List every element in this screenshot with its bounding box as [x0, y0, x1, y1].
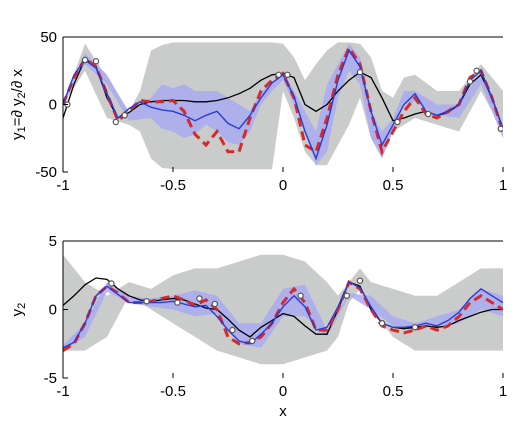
observation-point — [121, 112, 128, 119]
y-tick-label: -5 — [44, 370, 57, 387]
observation-point — [356, 68, 364, 76]
x-tick-label: 1 — [499, 383, 507, 400]
x-tick-label: -0.5 — [160, 383, 186, 400]
confidence-band-wide — [63, 42, 503, 170]
confidence-band-narrow — [63, 43, 503, 166]
y-tick-label: 0 — [49, 302, 57, 319]
observation-point — [196, 295, 203, 302]
observation-point — [343, 292, 350, 299]
x-tick-label: -1 — [56, 383, 69, 400]
observation-point — [248, 337, 256, 345]
panel-2: -5 0 5 -1 -0.5 0 0.5 1 y2 x — [9, 233, 507, 420]
y-tick-label: 50 — [40, 29, 57, 46]
panel-1: -50 0 50 -1 -0.5 0 0.5 1 y1=∂ y2/∂ x — [9, 29, 507, 194]
observation-point — [378, 320, 386, 327]
black-curve — [63, 277, 503, 338]
y-axis-label: y2 — [9, 303, 28, 317]
observation-point — [174, 299, 181, 306]
observation-point — [108, 280, 115, 287]
observation-point — [356, 277, 364, 284]
observation-point — [229, 326, 236, 334]
y-tick-label: -50 — [35, 164, 57, 181]
observation-point — [297, 292, 304, 299]
observation-point — [284, 71, 291, 79]
observation-point — [112, 118, 120, 126]
x-axis-label: x — [279, 403, 287, 420]
observation-point — [466, 78, 474, 85]
x-tick-label: 0.5 — [383, 177, 404, 194]
observation-point — [473, 67, 480, 75]
x-tick-label: -0.5 — [160, 177, 186, 194]
observation-point — [211, 300, 218, 308]
observation-point — [143, 298, 150, 305]
observation-point — [497, 125, 503, 132]
x-tick-label: 0.5 — [383, 383, 404, 400]
x-tick-label: 0 — [279, 383, 287, 400]
y-tick-label: 5 — [49, 233, 57, 250]
x-tick-label: 1 — [499, 177, 507, 194]
observation-point — [275, 71, 282, 79]
y-tick-label: 0 — [49, 97, 57, 114]
confidence-band-narrow — [63, 282, 503, 351]
observation-point — [425, 110, 432, 118]
observation-point — [394, 118, 401, 126]
observation-point — [411, 324, 419, 331]
x-tick-label: 0 — [279, 177, 287, 194]
plot-area-2 — [63, 254, 503, 365]
x-tick-label: -1 — [56, 177, 69, 194]
observation-point — [81, 56, 89, 64]
plot-area-1 — [63, 42, 503, 170]
blue-curve — [63, 281, 503, 349]
y-axis-label: y1=∂ y2/∂ x — [9, 69, 28, 140]
observation-point — [92, 58, 100, 65]
